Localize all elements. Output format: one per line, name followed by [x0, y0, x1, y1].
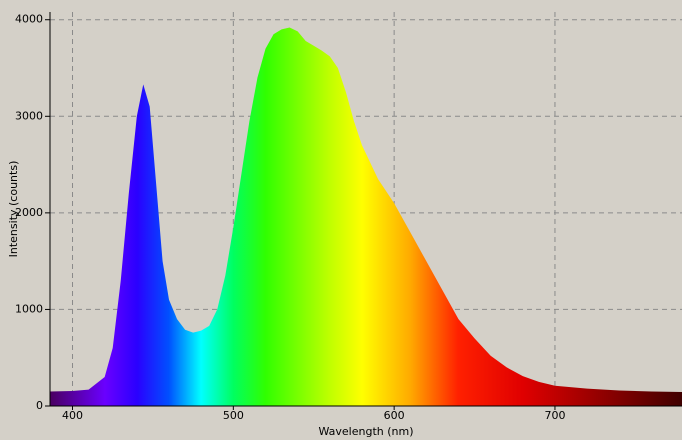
y-tick-label: 4000 — [15, 13, 43, 26]
y-tick-label: 1000 — [15, 302, 43, 315]
x-tick-label: 400 — [62, 409, 83, 422]
y-tick-label: 0 — [36, 399, 43, 412]
y-axis-label: Intensity (counts) — [7, 161, 20, 258]
x-tick-label: 500 — [223, 409, 244, 422]
x-axis-label: Wavelength (nm) — [318, 425, 413, 438]
y-tick-label: 2000 — [15, 206, 43, 219]
y-tick-label: 3000 — [15, 109, 43, 122]
spectrum-area — [50, 27, 682, 406]
x-tick-label: 600 — [384, 409, 405, 422]
x-tick-label: 700 — [544, 409, 565, 422]
